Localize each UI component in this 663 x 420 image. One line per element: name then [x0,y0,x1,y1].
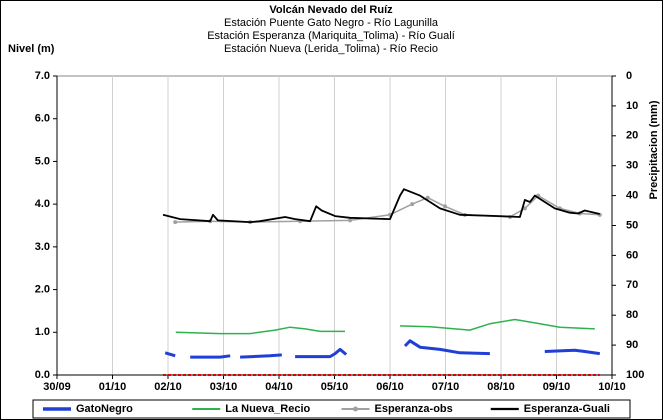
series-marker [442,204,447,209]
y2-tick-label: 40 [626,190,638,202]
y2-tick-label: 10 [626,100,638,112]
x-tick-label: 02/10 [154,381,182,393]
series-line [175,194,600,223]
x-tick-label: 03/10 [210,381,238,393]
y-tick-label: 5.0 [35,155,50,167]
y2-tick-label: 90 [626,339,638,351]
chart-subtitle: Estación Esperanza (Mariquita_Tolima) - … [207,30,455,42]
legend-marker [353,406,358,412]
y-tick-label: 4.0 [35,198,50,210]
y2-axis-label: Precipitacion (mm) [648,100,660,199]
x-tick-label: 04/10 [265,381,293,393]
chart-subtitle: Estación Nueva (Lerida_Tolima) - Río Rec… [224,43,438,55]
x-tick-label: 05/10 [321,381,349,393]
y2-tick-label: 80 [626,309,638,321]
y2-tick-label: 100 [626,369,644,381]
series-marker [410,202,415,207]
series-marker [425,195,430,200]
x-tick-label: 09/10 [543,381,571,393]
y2-tick-label: 30 [626,160,638,172]
legend-label: GatoNegro [76,403,133,415]
x-tick-label: 01/10 [99,381,127,393]
series-marker [173,220,178,225]
x-tick-label: 30/09 [43,381,71,393]
y-tick-label: 2.0 [35,283,50,295]
series-marker [348,218,353,223]
legend-label: La Nueva_Recio [225,403,310,415]
x-tick-label: 06/10 [376,381,404,393]
x-tick-label: 07/10 [432,381,460,393]
y-tick-label: 6.0 [35,113,50,125]
x-tick-label: 10/10 [598,381,626,393]
y-axis-label: Nivel (m) [8,43,55,55]
y2-tick-label: 70 [626,279,638,291]
y2-tick-label: 20 [626,130,638,142]
legend-label: Esperanza-obs [375,403,453,415]
legend-box [32,399,631,419]
series-marker [522,206,527,211]
y2-tick-label: 50 [626,219,638,231]
y-tick-label: 1.0 [35,326,50,338]
y-tick-label: 0.0 [35,369,50,381]
y2-tick-label: 0 [626,70,632,82]
series-line [164,339,601,359]
series-line [162,188,601,223]
legend-label: Esperanza-Guali [524,403,610,415]
series-line [175,318,595,335]
chart-title: Volcán Nevado del Ruíz [269,4,393,16]
y2-tick-label: 60 [626,249,638,261]
chart-subtitle: Estación Puente Gato Negro - Río Lagunil… [224,17,439,29]
y-tick-label: 7.0 [35,70,50,82]
y-tick-label: 3.0 [35,241,50,253]
x-tick-label: 08/10 [487,381,515,393]
